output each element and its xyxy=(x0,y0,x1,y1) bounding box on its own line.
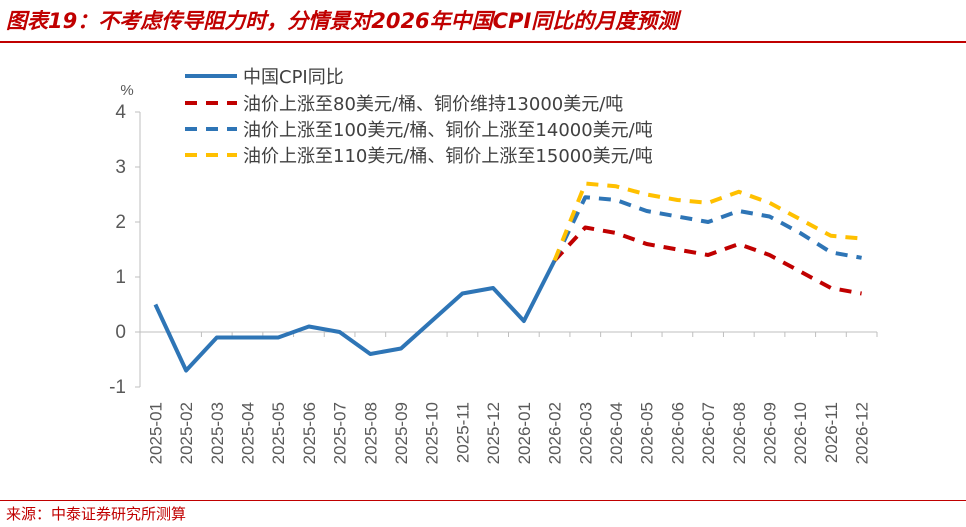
x-tick-label: 2026-02 xyxy=(546,402,565,464)
x-tick-label: 2025-10 xyxy=(423,402,442,464)
x-tick-label: 2025-03 xyxy=(208,402,227,464)
x-tick-label: 2025-06 xyxy=(300,402,319,464)
title-rule xyxy=(0,41,966,43)
x-tick-label: 2026-12 xyxy=(853,402,872,464)
y-tick-label: -1 xyxy=(109,377,126,398)
series-line-1 xyxy=(153,259,557,373)
legend-label-1: 中国CPI同比 xyxy=(243,67,344,88)
legend-label-4: 油价上涨至110美元/桶、铜价上涨至15000美元/吨 xyxy=(243,146,653,167)
x-tick-label: 2025-09 xyxy=(392,402,411,464)
x-tick-label: 2026-07 xyxy=(699,402,718,464)
x-tick-label: 2026-08 xyxy=(730,402,749,464)
y-tick-label: 2 xyxy=(115,212,126,233)
x-tick-label: 2026-05 xyxy=(638,402,657,464)
x-tick-label: 2025-11 xyxy=(453,402,472,463)
x-tick-label: 2025-07 xyxy=(331,402,350,464)
x-tick-label: 2026-09 xyxy=(761,402,780,464)
x-tick-label: 2025-12 xyxy=(484,402,503,464)
y-tick-label: 1 xyxy=(115,267,126,288)
x-tick-label: 2025-08 xyxy=(361,402,380,464)
series-line-3 xyxy=(552,195,862,262)
x-tick-label: 2026-11 xyxy=(822,402,841,463)
x-tick-label: 2025-02 xyxy=(177,402,196,464)
x-tick-label: 2026-04 xyxy=(607,402,626,464)
y-tick-label: 4 xyxy=(115,102,126,123)
series-line-4 xyxy=(552,181,862,262)
chart-title: 图表19：不考虑传导阻力时，分情景对2026年中国CPI同比的月度预测 xyxy=(6,9,679,33)
series-line-2 xyxy=(553,225,862,296)
legend-label-3: 油价上涨至100美元/桶、铜价上涨至14000美元/吨 xyxy=(243,120,653,141)
x-tick-label: 2026-10 xyxy=(791,402,810,464)
x-tick-label: 2025-01 xyxy=(146,402,165,464)
y-axis-unit-label: % xyxy=(120,82,133,99)
x-tick-label: 2026-03 xyxy=(576,402,595,464)
y-tick-label: 3 xyxy=(115,157,126,178)
x-tick-label: 2026-01 xyxy=(515,402,534,464)
legend-label-2: 油价上涨至80美元/桶、铜价维持13000美元/吨 xyxy=(243,94,623,115)
x-tick-label: 2025-04 xyxy=(238,402,257,464)
source-rule xyxy=(0,500,966,501)
x-tick-label: 2026-06 xyxy=(668,402,687,464)
x-tick-label: 2025-05 xyxy=(269,402,288,464)
chart-area: -1 0 1 2 3 4% 2025-01 2025-02 2025-03 2025-04 2025… xyxy=(109,67,878,464)
source-note: 来源：中泰证券研究所测算 xyxy=(6,505,187,523)
y-tick-label: 0 xyxy=(115,322,126,343)
